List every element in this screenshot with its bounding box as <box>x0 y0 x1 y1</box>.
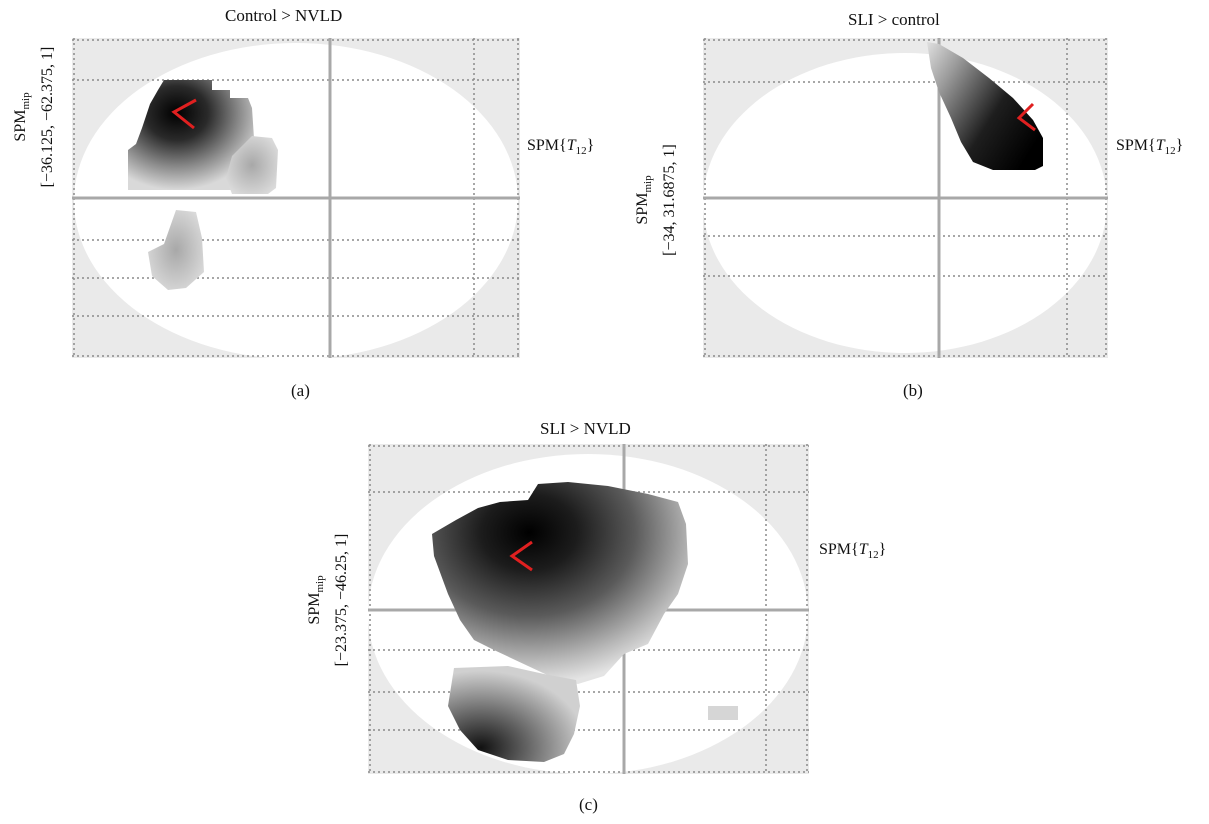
panel-b-mip-image <box>703 38 1108 358</box>
panel-b-cursor-marker <box>1016 102 1036 132</box>
panel-a-mip-svg <box>72 38 520 358</box>
panel-c-activation-lower <box>448 666 580 762</box>
panel-a-caption: (a) <box>291 381 310 400</box>
panel-a-coordinates: [−36.125, −62.375, 1] <box>39 46 57 188</box>
panel-c-cursor-marker <box>509 540 533 572</box>
panel-c-spm-label: SPMmip <box>306 575 327 625</box>
panel-a-stat-label: SPM{T12} <box>527 137 595 158</box>
panel-c-mip-image <box>368 444 809 774</box>
panel-b-coordinates: [−34, 31.6875, 1] <box>661 144 679 256</box>
panel-a-crosshair <box>72 38 520 358</box>
panel-b-title: SLI > control <box>848 10 940 29</box>
panel-a-brain-outline <box>74 43 518 358</box>
panel-a-mip-image <box>72 38 520 358</box>
panel-c-stat-label: SPM{T12} <box>819 541 887 562</box>
panel-a-title: Control > NVLD <box>225 6 343 25</box>
panel-c-activation-cluster <box>432 482 688 684</box>
panel-c-activation-small <box>708 706 738 720</box>
panel-c-mip-svg <box>368 444 809 774</box>
panel-b-y-label: SPMmip [−34, 31.6875, 1] <box>632 90 681 310</box>
panel-c-title: SLI > NVLD <box>540 419 631 438</box>
panel-a-activation-lower <box>148 210 204 290</box>
panel-a-cursor-marker <box>171 98 197 130</box>
panel-b-spm-label: SPMmip <box>634 175 655 225</box>
panel-a-y-label: SPMmip [−36.125, −62.375, 1] <box>10 2 59 232</box>
panel-a-activation-minor <box>226 136 278 194</box>
panel-b-brain-outline <box>703 53 1107 353</box>
panel-b-mip-svg <box>703 38 1108 358</box>
panel-c-caption: (c) <box>579 795 598 814</box>
panel-b-stat-label: SPM{T12} <box>1116 137 1184 158</box>
panel-b-activation-cluster <box>927 42 1043 170</box>
panel-a-activation-cluster <box>128 80 256 190</box>
panel-a-spm-label: SPMmip <box>12 92 33 142</box>
panel-b-caption: (b) <box>903 381 923 400</box>
panel-c-coordinates: [−23.375, −46.25, 1] <box>333 533 351 667</box>
panel-c-y-label: SPMmip [−23.375, −46.25, 1] <box>304 470 353 730</box>
